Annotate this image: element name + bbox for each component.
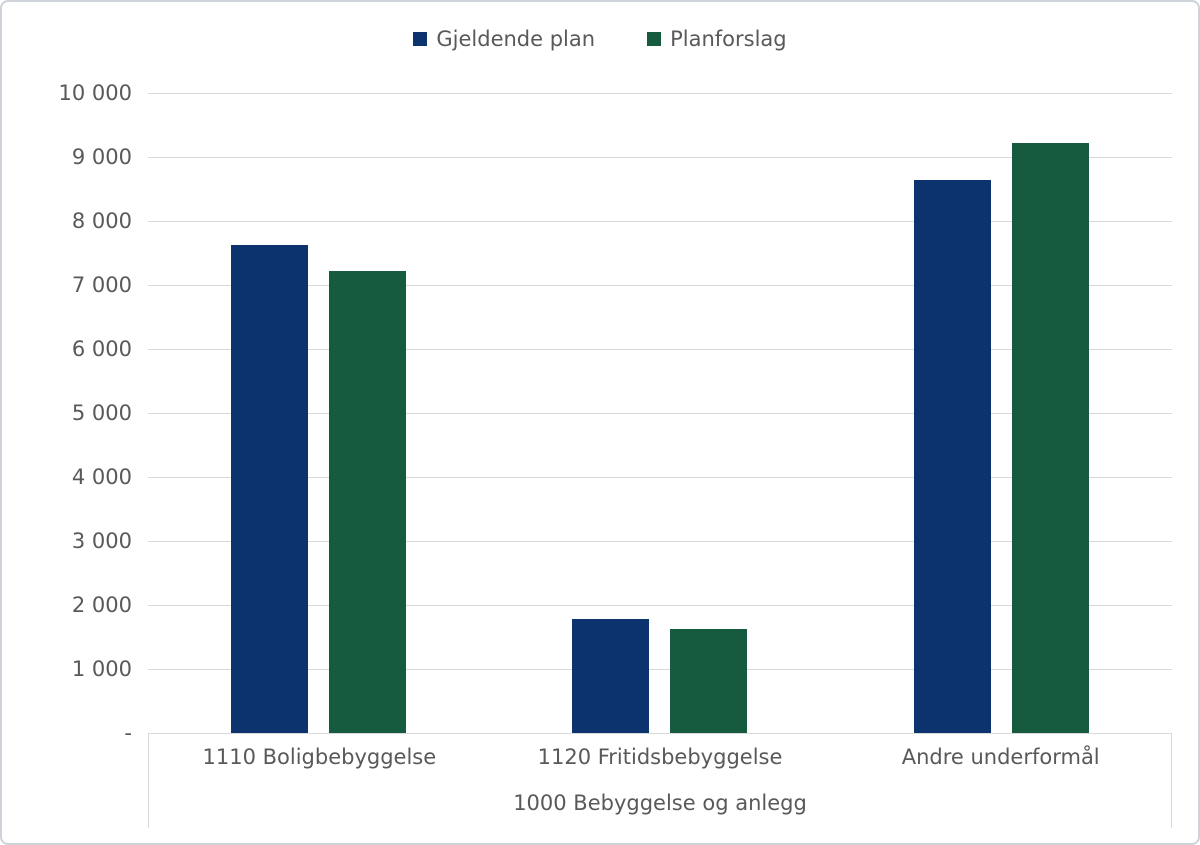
gridline-7000 [148, 285, 1172, 286]
legend-swatch-icon [413, 32, 428, 46]
y-tick-label: 10 000 [58, 81, 132, 105]
y-tick-label: 7 000 [71, 273, 132, 297]
y-tick-label: 4 000 [71, 465, 132, 489]
x-axis-area: 1110 Boligbebyggelse 1120 Fritidsbebyggel… [148, 733, 1172, 828]
y-tick-label: 9 000 [71, 145, 132, 169]
bar-planforslag-1 [670, 629, 748, 733]
bar-group-1 [489, 93, 830, 733]
bar-group-0 [148, 93, 489, 733]
gridline-3000 [148, 541, 1172, 542]
gridline-0 [148, 733, 1172, 734]
gridline-2000 [148, 605, 1172, 606]
y-tick-label: 2 000 [71, 593, 132, 617]
legend-label: Planforslag [670, 27, 787, 51]
bars-layer [148, 93, 1172, 733]
bar-planforslag-0 [329, 270, 407, 733]
y-tick-label: 1 000 [71, 657, 132, 681]
bar-planforslag-2 [1011, 142, 1089, 733]
x-category-labels: 1110 Boligbebyggelse 1120 Fritidsbebyggel… [149, 733, 1171, 780]
bar-gjeldende-plan-0 [231, 245, 309, 733]
category-label-2: Andre underformål [901, 744, 1100, 769]
gridline-1000 [148, 669, 1172, 670]
legend-item-0: Gjeldende plan [413, 26, 595, 52]
gridline-10000 [148, 93, 1172, 94]
legend-label: Gjeldende plan [436, 27, 596, 51]
bar-gjeldende-plan-1 [572, 619, 650, 733]
legend-item-1: Planforslag [647, 26, 787, 52]
plot-area [148, 93, 1172, 734]
gridline-8000 [148, 221, 1172, 222]
y-axis: 10 000 9 000 8 000 7 000 6 000 5 000 4 000 3 00… [2, 81, 132, 745]
y-tick-label: 3 000 [71, 529, 132, 553]
bar-group-2 [831, 93, 1172, 733]
gridline-6000 [148, 349, 1172, 350]
y-tick-label: 6 000 [71, 337, 132, 361]
y-tick-label: - [124, 721, 132, 745]
gridline-9000 [148, 157, 1172, 158]
gridline-5000 [148, 413, 1172, 414]
y-tick-label: 5 000 [71, 401, 132, 425]
y-tick-label: 8 000 [71, 209, 132, 233]
category-label-0: 1110 Boligbebyggelse [202, 744, 437, 769]
gridline-4000 [148, 477, 1172, 478]
category-label-1: 1120 Fritidsbebyggelse [537, 744, 783, 769]
x-axis-title: 1000 Bebyggelse og anlegg [513, 791, 807, 815]
chart-legend: Gjeldende plan Planforslag [2, 26, 1198, 52]
legend-swatch-icon [647, 32, 662, 46]
bar-gjeldende-plan-2 [913, 180, 991, 733]
